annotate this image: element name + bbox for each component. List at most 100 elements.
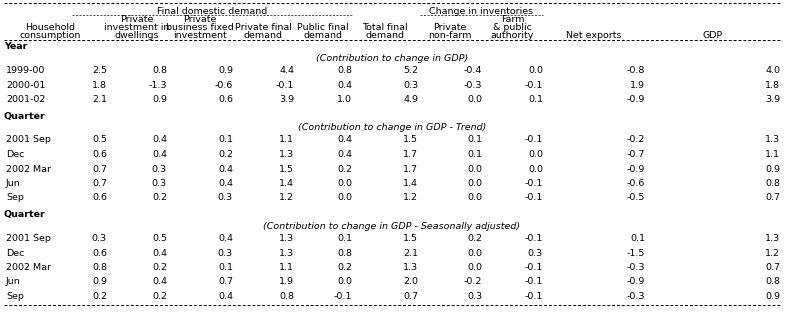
- Text: 0.0: 0.0: [467, 164, 482, 173]
- Text: 0.4: 0.4: [218, 292, 233, 301]
- Text: 1.2: 1.2: [765, 248, 780, 258]
- Text: 1.3: 1.3: [279, 150, 294, 159]
- Text: 0.7: 0.7: [403, 292, 418, 301]
- Text: 1.3: 1.3: [765, 234, 780, 243]
- Text: 0.4: 0.4: [337, 136, 352, 144]
- Text: Private: Private: [183, 15, 217, 24]
- Text: 2001-02: 2001-02: [6, 95, 46, 104]
- Text: 0.3: 0.3: [218, 248, 233, 258]
- Text: -1.3: -1.3: [149, 81, 167, 89]
- Text: -0.1: -0.1: [524, 136, 543, 144]
- Text: 0.0: 0.0: [528, 150, 543, 159]
- Text: demand: demand: [365, 31, 405, 40]
- Text: 1.4: 1.4: [279, 179, 294, 188]
- Text: Change in inventories: Change in inventories: [429, 7, 534, 16]
- Text: 0.9: 0.9: [765, 164, 780, 173]
- Text: 0.8: 0.8: [765, 277, 780, 287]
- Text: -0.7: -0.7: [626, 150, 645, 159]
- Text: Sep: Sep: [6, 193, 24, 203]
- Text: Dec: Dec: [6, 150, 24, 159]
- Text: 0.5: 0.5: [92, 136, 107, 144]
- Text: 4.0: 4.0: [765, 66, 780, 75]
- Text: 0.2: 0.2: [218, 150, 233, 159]
- Text: 0.1: 0.1: [467, 150, 482, 159]
- Text: dwellings: dwellings: [115, 31, 160, 40]
- Text: 1.3: 1.3: [403, 263, 418, 272]
- Text: consumption: consumption: [20, 31, 81, 40]
- Text: -0.1: -0.1: [524, 234, 543, 243]
- Text: 2000-01: 2000-01: [6, 81, 46, 89]
- Text: 0.0: 0.0: [528, 66, 543, 75]
- Text: 0.5: 0.5: [152, 234, 167, 243]
- Text: -0.1: -0.1: [276, 81, 294, 89]
- Text: authority: authority: [490, 31, 534, 40]
- Text: 0.0: 0.0: [467, 248, 482, 258]
- Text: -0.6: -0.6: [626, 179, 645, 188]
- Text: 0.6: 0.6: [218, 95, 233, 104]
- Text: non-farm: non-farm: [428, 31, 472, 40]
- Text: 0.0: 0.0: [467, 263, 482, 272]
- Text: 0.0: 0.0: [337, 179, 352, 188]
- Text: Jun: Jun: [6, 179, 20, 188]
- Text: (Contribution to change in GDP - Trend): (Contribution to change in GDP - Trend): [298, 123, 487, 133]
- Text: Net exports: Net exports: [566, 31, 622, 40]
- Text: 0.8: 0.8: [337, 66, 352, 75]
- Text: 1.8: 1.8: [92, 81, 107, 89]
- Text: business fixed: business fixed: [166, 23, 234, 32]
- Text: 0.0: 0.0: [528, 164, 543, 173]
- Text: 4.4: 4.4: [279, 66, 294, 75]
- Text: -0.9: -0.9: [626, 164, 645, 173]
- Text: 0.7: 0.7: [92, 179, 107, 188]
- Text: 1.7: 1.7: [403, 164, 418, 173]
- Text: -0.1: -0.1: [524, 179, 543, 188]
- Text: 5.2: 5.2: [403, 66, 418, 75]
- Text: 0.3: 0.3: [528, 248, 543, 258]
- Text: 0.0: 0.0: [467, 179, 482, 188]
- Text: -0.1: -0.1: [524, 277, 543, 287]
- Text: -0.3: -0.3: [626, 263, 645, 272]
- Text: 2.5: 2.5: [92, 66, 107, 75]
- Text: 0.3: 0.3: [152, 179, 167, 188]
- Text: 2001 Sep: 2001 Sep: [6, 136, 51, 144]
- Text: 0.9: 0.9: [92, 277, 107, 287]
- Text: 2.1: 2.1: [403, 248, 418, 258]
- Text: 0.4: 0.4: [218, 179, 233, 188]
- Text: 0.7: 0.7: [92, 164, 107, 173]
- Text: 0.4: 0.4: [218, 234, 233, 243]
- Text: Jun: Jun: [6, 277, 20, 287]
- Text: 0.7: 0.7: [765, 193, 780, 203]
- Text: 0.3: 0.3: [92, 234, 107, 243]
- Text: 2.1: 2.1: [92, 95, 107, 104]
- Text: 0.4: 0.4: [218, 164, 233, 173]
- Text: investment: investment: [173, 31, 227, 40]
- Text: 0.2: 0.2: [152, 292, 167, 301]
- Text: Public final: Public final: [297, 23, 349, 32]
- Text: Quarter: Quarter: [4, 112, 46, 120]
- Text: 0.6: 0.6: [92, 150, 107, 159]
- Text: -0.1: -0.1: [333, 292, 352, 301]
- Text: -0.2: -0.2: [464, 277, 482, 287]
- Text: Private: Private: [120, 15, 154, 24]
- Text: 3.9: 3.9: [765, 95, 780, 104]
- Text: Quarter: Quarter: [4, 210, 46, 219]
- Text: 2002 Mar: 2002 Mar: [6, 164, 51, 173]
- Text: 0.4: 0.4: [152, 277, 167, 287]
- Text: 0.3: 0.3: [467, 292, 482, 301]
- Text: 0.1: 0.1: [467, 136, 482, 144]
- Text: 2001 Sep: 2001 Sep: [6, 234, 51, 243]
- Text: 0.4: 0.4: [337, 150, 352, 159]
- Text: 0.2: 0.2: [467, 234, 482, 243]
- Text: -0.9: -0.9: [626, 95, 645, 104]
- Text: -0.6: -0.6: [215, 81, 233, 89]
- Text: 0.8: 0.8: [152, 66, 167, 75]
- Text: & public: & public: [493, 23, 532, 32]
- Text: 3.9: 3.9: [279, 95, 294, 104]
- Text: 0.2: 0.2: [92, 292, 107, 301]
- Text: Farm: Farm: [501, 15, 524, 24]
- Text: 1999-00: 1999-00: [6, 66, 46, 75]
- Text: 2.0: 2.0: [403, 277, 418, 287]
- Text: -0.8: -0.8: [626, 66, 645, 75]
- Text: 2002 Mar: 2002 Mar: [6, 263, 51, 272]
- Text: 0.9: 0.9: [765, 292, 780, 301]
- Text: 0.1: 0.1: [528, 95, 543, 104]
